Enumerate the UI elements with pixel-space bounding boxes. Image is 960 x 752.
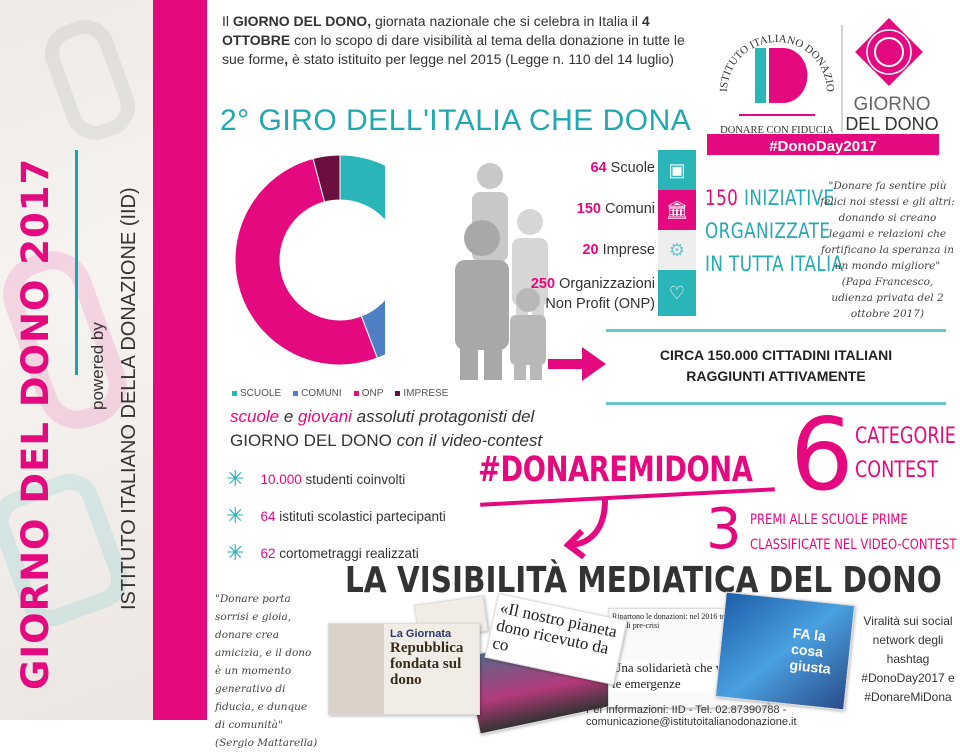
sidebar-title: GIORNO DEL DONO 2017: [14, 157, 57, 690]
legend-swatch: [395, 390, 401, 396]
people-silhouettes: [455, 163, 548, 380]
asterisk-icon: ✳: [226, 540, 245, 565]
svg-text:#DonoDay2017: #DonoDay2017: [769, 138, 877, 155]
legend-swatch: [353, 390, 359, 396]
viral-text: Viralità sui social network degli hashta…: [861, 614, 955, 704]
donut-slice-imprese: [312, 154, 341, 203]
legend-item: SCUOLE: [232, 388, 281, 399]
building-icon: 🏛: [658, 190, 696, 230]
divider: [606, 329, 946, 332]
premi-label: PREMI ALLE SCUOLE PRIME CLASSIFICATE NEL …: [750, 512, 957, 553]
svg-text:GIORNO: GIORNO: [853, 94, 930, 115]
asterisk-icon: ✳: [226, 503, 245, 528]
legend-item: COMUNI: [293, 388, 342, 399]
divider: [606, 402, 946, 405]
stat-comuni: 150 Comuni: [576, 201, 655, 217]
cittadini-text: CIRCA 150.000 CITTADINI ITALIANI RAGGIUNT…: [659, 347, 893, 384]
categorie-label: CATEGORIE CONTEST: [855, 424, 956, 483]
institute-name: ISTITUTO ITALIANO DELLA DONAZIONE (IID): [118, 187, 140, 610]
footer-contact: Per informazioni: IID - Tel. 02.87390788…: [586, 704, 797, 728]
papa-quote: "Donare fa sentire più felici noi stessi…: [820, 180, 955, 320]
legend-item: IMPRESE: [395, 388, 448, 399]
categorie-number: 6: [790, 396, 854, 513]
hashtag-title: #DONAREMIDONA: [478, 450, 753, 490]
book-icon: ▣: [658, 150, 696, 190]
mattarella-quote: "Donare porta sorrisi e gioia, donare cr…: [215, 593, 318, 749]
bullet-item: ✳ 62 cortometraggi realizzati: [226, 540, 419, 565]
giro-title: 2° GIRO DELL'ITALIA CHE DONA: [220, 104, 692, 137]
donut-slice-comuni: [360, 218, 385, 359]
bullet-item: ✳ 64 istituti scolastici partecipanti: [226, 503, 446, 528]
gears-icon: ⚙: [658, 230, 696, 270]
logo-block: ISTITUTO ITALIANO DONAZIONE DONARE CON F…: [701, 1, 943, 156]
legend-item: ONP: [353, 388, 383, 399]
premi-number: 3: [706, 497, 742, 562]
bullet-item: ✳ 10.000 studenti coinvolti: [226, 466, 406, 491]
visibilita-title: LA VISIBILITÀ MEDIATICA DEL DONO: [345, 560, 942, 601]
chart-legend: SCUOLE COMUNI ONP IMPRESE: [232, 388, 448, 399]
legend-swatch: [232, 390, 237, 396]
donut-slice-onp: [234, 157, 378, 366]
intro-text: Il GIORNO DEL DONO, giornata nazionale c…: [222, 13, 685, 67]
iniziative-text: 150 INIZIATIVE ORGANIZZATE IN TUTTA ITALIA: [705, 186, 844, 276]
legend-swatch: [293, 390, 299, 396]
iid-logo: ISTITUTO ITALIANO DONAZIONE DONARE CON F…: [701, 1, 939, 156]
pink-band: [153, 0, 207, 720]
contest-intro: scuole e giovani assoluti protagonisti d…: [230, 407, 543, 450]
title-divider: [75, 150, 78, 375]
stat-onp: 250 Organizzazioni Non Profit (ONP): [530, 276, 655, 312]
heart-icon: ♡: [658, 270, 696, 316]
asterisk-icon: ✳: [226, 466, 245, 491]
tv-photo: FA la cosa giusta: [714, 591, 856, 711]
svg-text:DONARE CON FIDUCIA: DONARE CON FIDUCIA: [720, 125, 834, 136]
powered-by: powered by: [88, 322, 107, 410]
arrow-right-icon: [548, 347, 606, 381]
press-clipping: La Giornata Repubblica fondata sul dono: [328, 623, 480, 715]
donut-chart: [234, 154, 385, 366]
curved-arrow-icon: [563, 499, 608, 560]
donut-slice-scuole: [339, 154, 385, 221]
svg-text:DEL DONO: DEL DONO: [845, 114, 938, 134]
stat-scuole: 64 Scuole: [590, 160, 655, 176]
stat-imprese: 20 Imprese: [582, 242, 655, 258]
